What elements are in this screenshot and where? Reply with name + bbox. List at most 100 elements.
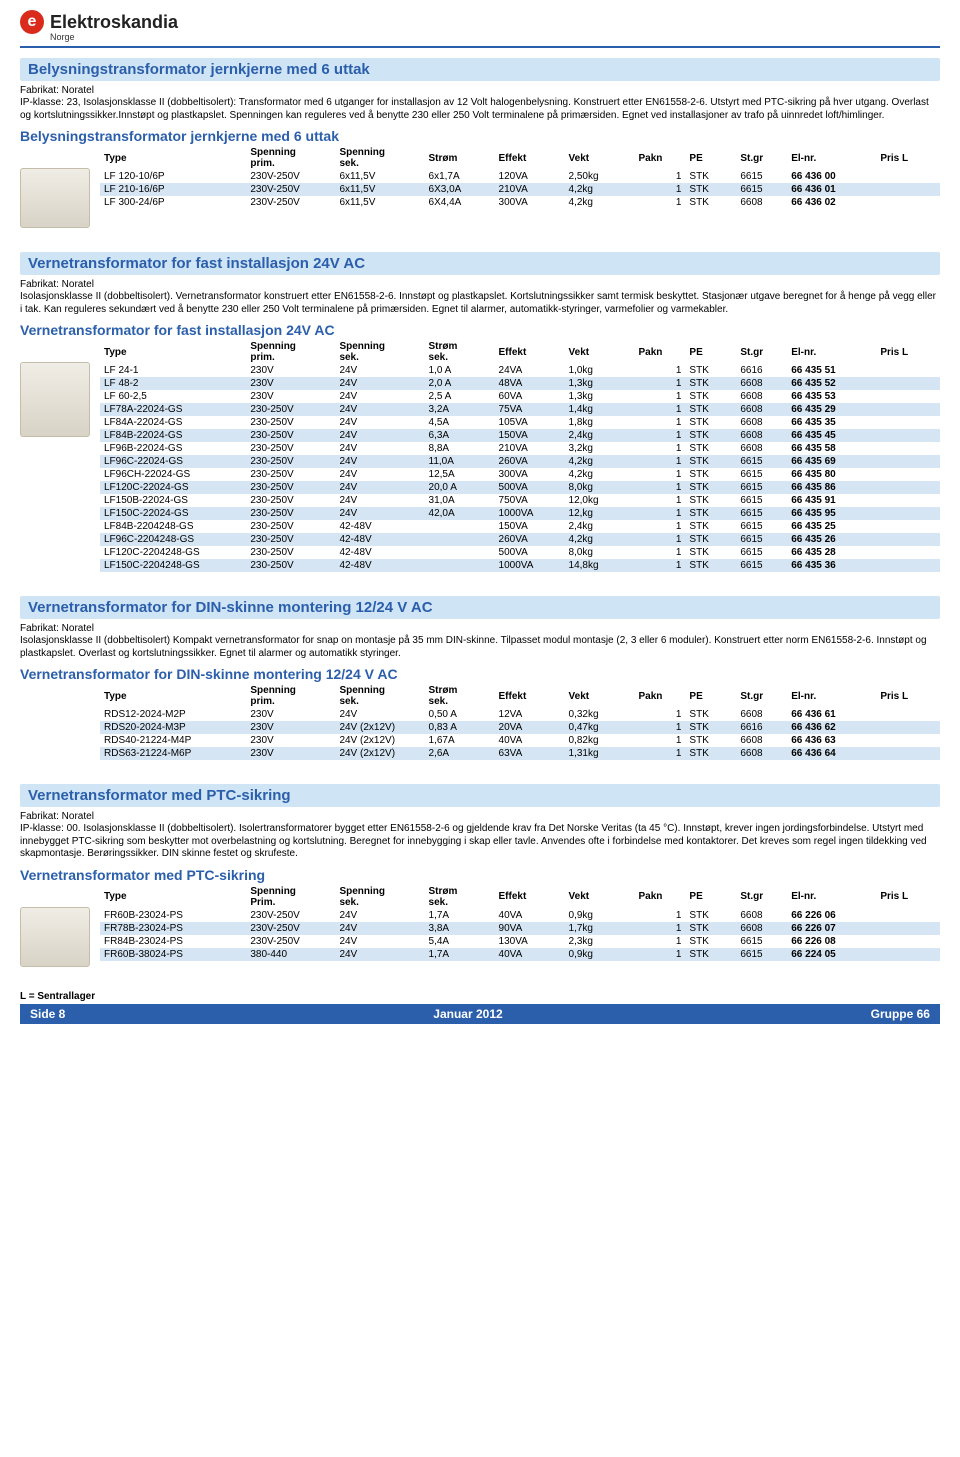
table-cell: 1,7A	[425, 909, 495, 922]
table-cell: 66 436 63	[787, 734, 876, 747]
table-cell: STK	[685, 734, 736, 747]
brand-country: Norge	[50, 32, 940, 42]
table-cell: STK	[685, 708, 736, 721]
table-cell: 6615	[736, 481, 787, 494]
table-cell	[425, 520, 495, 533]
table-cell: 3,2A	[425, 403, 495, 416]
table-cell: 12VA	[495, 708, 565, 721]
table-header: Spenningsek.	[335, 684, 424, 708]
table-cell: 0,82kg	[565, 734, 635, 747]
table-row: LF150B-22024-GS230-250V24V31,0A750VA12,0…	[100, 494, 940, 507]
table-header: PE	[685, 684, 736, 708]
table-cell: STK	[685, 520, 736, 533]
table-header: PE	[685, 146, 736, 170]
product-table: TypeSpenningprim.Spenningsek.StrømEffekt…	[100, 146, 940, 209]
table-cell: 24V	[335, 922, 424, 935]
table-cell: 6615	[736, 948, 787, 961]
table-cell: 1	[635, 546, 686, 559]
table-cell: 66 436 61	[787, 708, 876, 721]
table-cell: LF96CH-22024-GS	[100, 468, 246, 481]
table-cell	[876, 533, 940, 546]
table-row: LF 48-2230V24V2,0 A48VA1,3kg1STK660866 4…	[100, 377, 940, 390]
table-cell	[425, 559, 495, 572]
table-cell: STK	[685, 468, 736, 481]
table-header: PE	[685, 885, 736, 909]
table-cell: 1	[635, 922, 686, 935]
section-subheading: Belysningstransformator jernkjerne med 6…	[20, 128, 940, 144]
section-subheading: Vernetransformator for fast installasjon…	[20, 322, 940, 338]
table-cell: 1,4kg	[565, 403, 635, 416]
table-row: LF84B-2204248-GS230-250V42-48V150VA2,4kg…	[100, 520, 940, 533]
table-cell: 0,83 A	[425, 721, 495, 734]
product-table: TypeSpenningprim.Spenningsek.Strømsek.Ef…	[100, 684, 940, 760]
table-cell: 5,4A	[425, 935, 495, 948]
table-cell: 230V	[246, 377, 335, 390]
table-cell: 1,7kg	[565, 922, 635, 935]
table-cell: 1	[635, 507, 686, 520]
table-cell: 6608	[736, 377, 787, 390]
table-cell: FR78B-23024-PS	[100, 922, 246, 935]
table-cell: 42-48V	[335, 546, 424, 559]
table-header: El-nr.	[787, 885, 876, 909]
table-cell: 150VA	[495, 429, 565, 442]
table-cell	[876, 183, 940, 196]
product-section: Belysningstransformator jernkjerne med 6…	[20, 58, 940, 228]
table-row: FR84B-23024-PS230V-250V24V5,4A130VA2,3kg…	[100, 935, 940, 948]
table-cell: 3,2kg	[565, 442, 635, 455]
table-header: Pris L	[876, 340, 940, 364]
section-description: IP-klasse: 23, Isolasjonsklasse II (dobb…	[20, 97, 940, 122]
table-cell	[876, 481, 940, 494]
table-cell: 2,4kg	[565, 429, 635, 442]
table-cell: RDS20-2024-M3P	[100, 721, 246, 734]
table-cell: 1	[635, 429, 686, 442]
table-cell: 1	[635, 909, 686, 922]
table-header: Spenningprim.	[246, 340, 335, 364]
table-cell: 66 435 25	[787, 520, 876, 533]
table-cell: 1,0kg	[565, 364, 635, 377]
table-cell: 0,50 A	[425, 708, 495, 721]
fabrikat-label: Fabrikat: Noratel	[20, 85, 940, 96]
table-cell: 2,0 A	[425, 377, 495, 390]
table-header: Pris L	[876, 885, 940, 909]
table-cell: 66 435 36	[787, 559, 876, 572]
table-cell: 6608	[736, 708, 787, 721]
table-header: St.gr	[736, 146, 787, 170]
table-cell: 66 435 95	[787, 507, 876, 520]
table-cell: 1	[635, 721, 686, 734]
table-cell: 1	[635, 559, 686, 572]
table-cell: 6608	[736, 922, 787, 935]
table-cell: 230V	[246, 734, 335, 747]
table-cell: 230V	[246, 747, 335, 760]
logo-icon: e	[20, 10, 44, 34]
table-cell: 8,0kg	[565, 481, 635, 494]
table-header: Strømsek.	[425, 340, 495, 364]
table-cell: 210VA	[495, 183, 565, 196]
table-row: FR60B-38024-PS380-44024V1,7A40VA0,9kg1ST…	[100, 948, 940, 961]
table-cell: RDS12-2024-M2P	[100, 708, 246, 721]
table-header: Strømsek.	[425, 684, 495, 708]
table-cell: 230V-250V	[246, 196, 335, 209]
table-cell: STK	[685, 429, 736, 442]
table-row: LF 60-2,5230V24V2,5 A60VA1,3kg1STK660866…	[100, 390, 940, 403]
table-cell: 1,31kg	[565, 747, 635, 760]
table-cell: 1	[635, 364, 686, 377]
table-cell	[876, 922, 940, 935]
table-cell: STK	[685, 183, 736, 196]
table-header: Type	[100, 885, 246, 909]
fabrikat-label: Fabrikat: Noratel	[20, 811, 940, 822]
table-cell: STK	[685, 507, 736, 520]
table-cell: 230V	[246, 721, 335, 734]
fabrikat-label: Fabrikat: Noratel	[20, 279, 940, 290]
table-cell: STK	[685, 909, 736, 922]
table-cell: STK	[685, 196, 736, 209]
table-cell: 260VA	[495, 533, 565, 546]
section-subheading: Vernetransformator for DIN-skinne monter…	[20, 666, 940, 682]
table-cell: 4,2kg	[565, 468, 635, 481]
section-description: Isolasjonsklasse II (dobbeltisolert). Ve…	[20, 291, 940, 316]
table-cell: 1	[635, 948, 686, 961]
table-cell: 230-250V	[246, 546, 335, 559]
table-cell: 66 436 62	[787, 721, 876, 734]
table-cell: 40VA	[495, 948, 565, 961]
table-header: Spenningsek.	[335, 340, 424, 364]
table-cell	[876, 747, 940, 760]
